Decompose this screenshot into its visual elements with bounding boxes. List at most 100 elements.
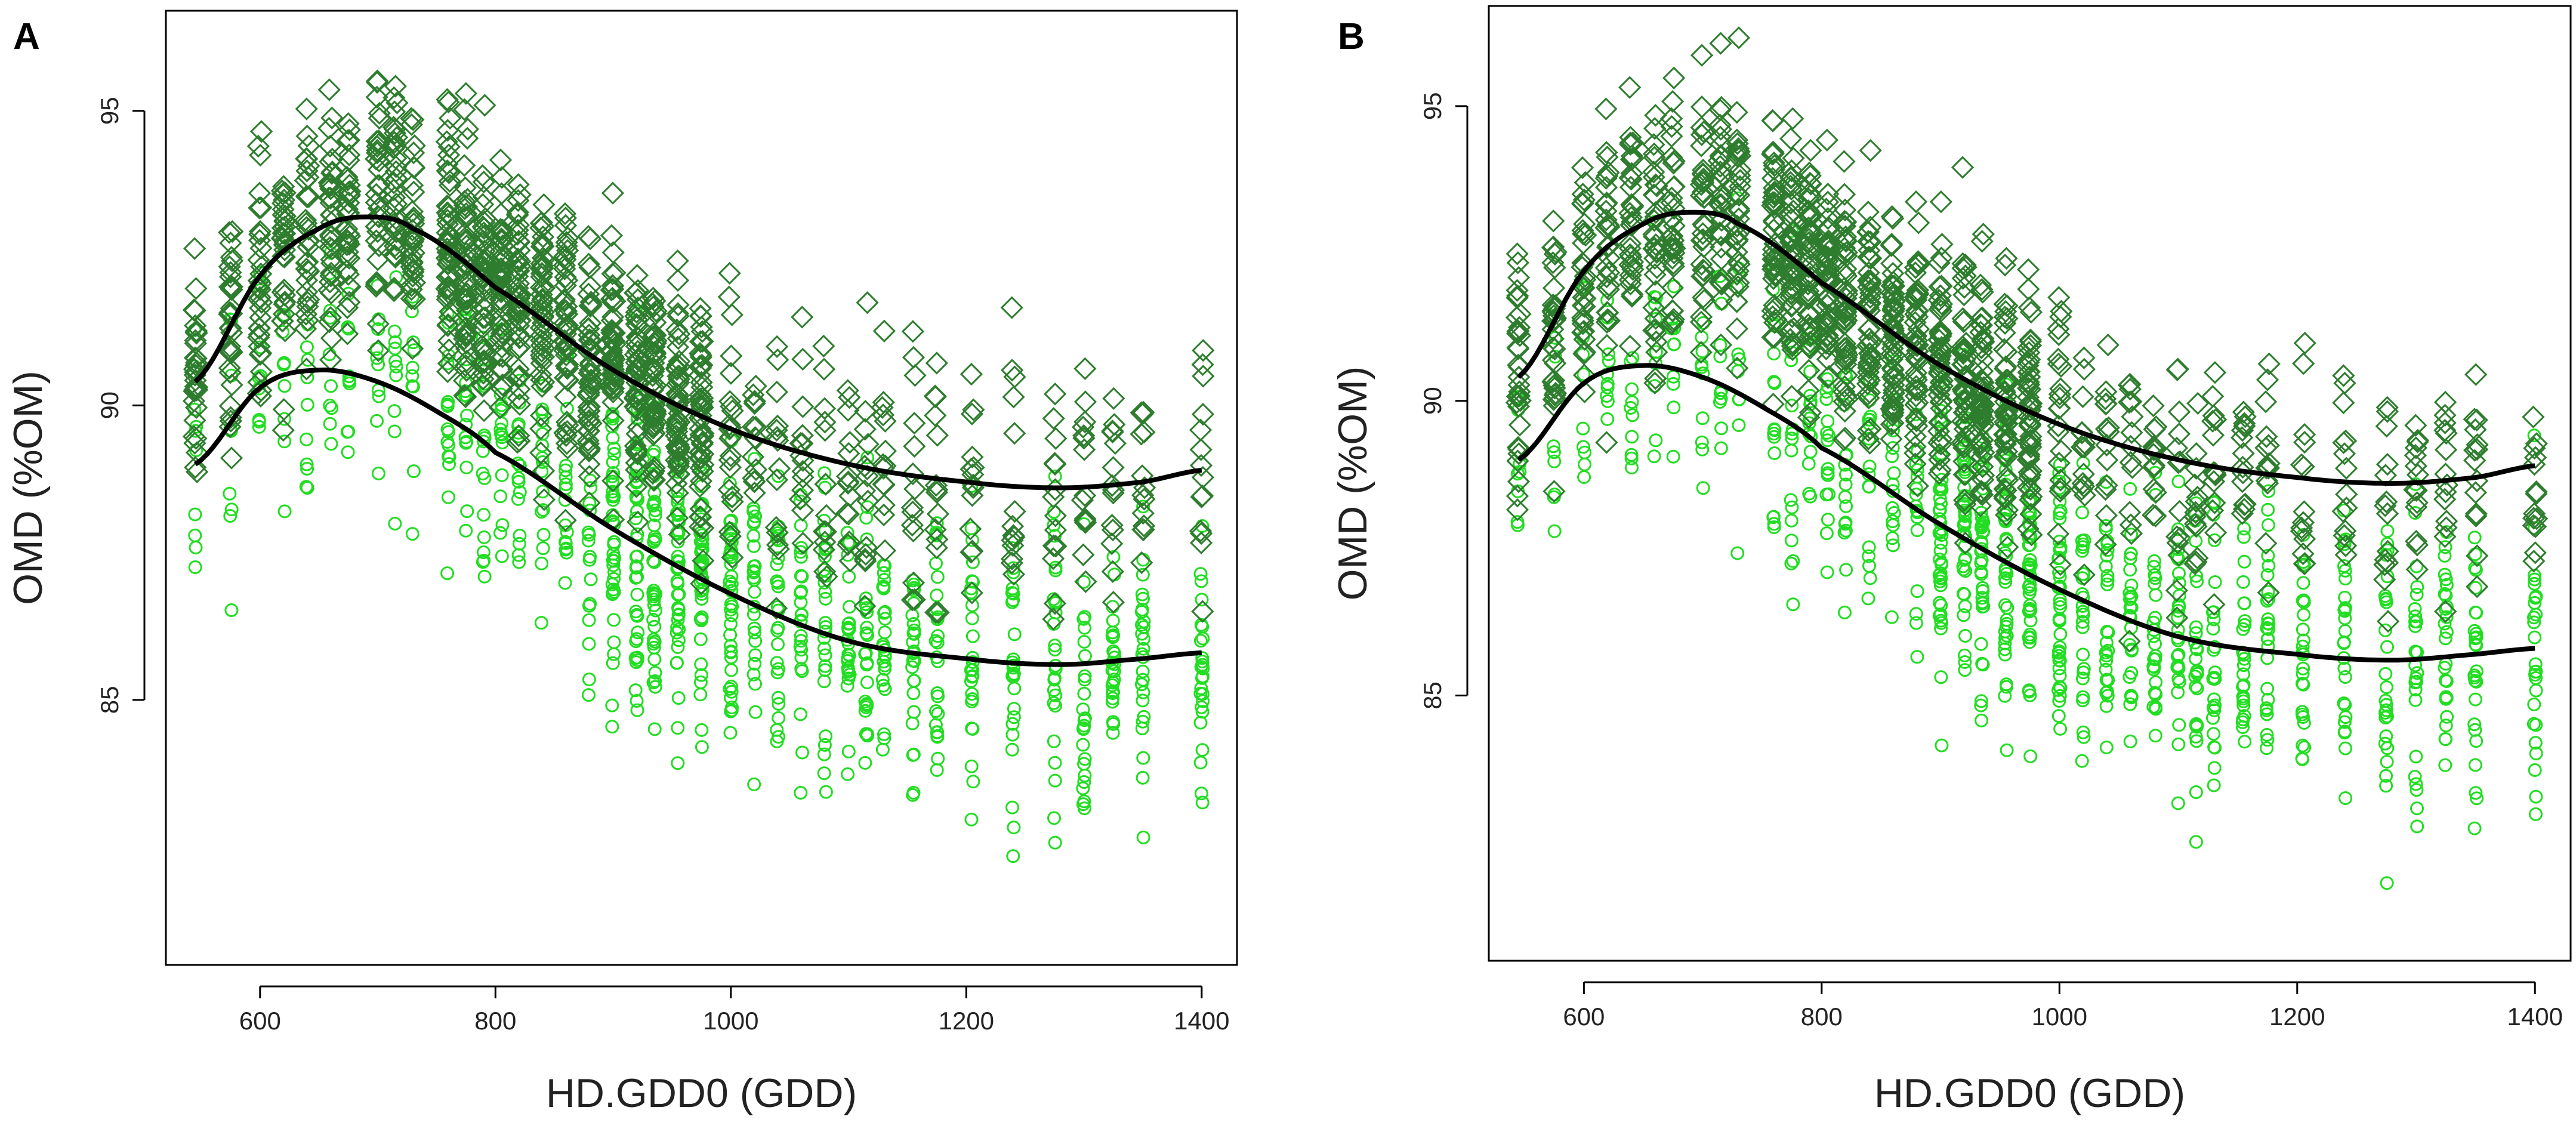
circle-point [1136, 568, 1150, 582]
diamond-point [1834, 426, 1857, 450]
diamond-point [2293, 430, 2316, 454]
circle-point [724, 645, 738, 659]
circle-point [1713, 386, 1727, 400]
diamond-point [853, 418, 877, 441]
circle-point [2438, 540, 2452, 554]
diamond-point [182, 389, 206, 413]
circle-point [2296, 677, 2309, 691]
diamond-point [1074, 570, 1097, 593]
diamond-point [1619, 245, 1643, 269]
diamond-point [401, 230, 425, 253]
circle-point [2528, 736, 2543, 750]
diamond-point [530, 283, 553, 306]
diamond-point [1725, 317, 1749, 340]
circle-point [2099, 636, 2114, 650]
diamond-point [2165, 358, 2189, 381]
diamond-point [1761, 142, 1785, 165]
circle-point [907, 674, 921, 688]
diamond-point [491, 345, 514, 368]
diamond-point [2047, 451, 2071, 475]
diamond-point [385, 192, 408, 216]
circle-point [560, 545, 573, 560]
circle-point [1625, 382, 1639, 396]
diamond-point [1906, 474, 1929, 498]
circle-point [1910, 650, 1924, 664]
diamond-point [1781, 107, 1804, 130]
diamond-point [294, 208, 317, 232]
diamond-point [1905, 409, 1928, 433]
diamond-point [925, 478, 949, 501]
circle-point [748, 625, 762, 640]
circle-point [647, 598, 661, 612]
diamond-point [508, 378, 531, 401]
circle-point [476, 545, 490, 559]
circle-point [606, 493, 621, 507]
diamond-point [667, 368, 690, 391]
circle-point [1649, 312, 1663, 326]
circle-point [1136, 641, 1150, 656]
diamond-point [2463, 439, 2486, 462]
diamond-point [903, 364, 927, 387]
diamond-point [668, 350, 691, 373]
circle-point [2527, 697, 2541, 711]
diamond-point [491, 245, 515, 268]
diamond-point [1905, 282, 1928, 306]
diamond-point [1816, 324, 1839, 347]
circle-point [2053, 494, 2067, 508]
circle-point [1078, 752, 1092, 766]
circle-point [2409, 750, 2423, 764]
diamond-point [454, 176, 477, 199]
diamond-point [437, 338, 461, 362]
diamond-point [902, 346, 925, 369]
diamond-point [490, 357, 514, 381]
circle-point [2438, 732, 2452, 746]
diamond-point [1189, 438, 1213, 461]
diamond-point [1645, 341, 1668, 364]
diamond-point [1833, 399, 1856, 423]
diamond-point [2433, 403, 2457, 427]
diamond-point [2233, 414, 2256, 438]
diamond-point [1880, 274, 1904, 298]
diamond-point [1856, 230, 1880, 253]
diamond-point [1725, 128, 1748, 152]
circle-point [2439, 718, 2453, 733]
diamond-point [383, 235, 407, 258]
y-tick-label: 85 [95, 686, 124, 714]
circle-point [2527, 576, 2541, 591]
circle-point [476, 467, 490, 481]
circle-point [1048, 643, 1062, 657]
circle-point [493, 422, 508, 437]
circle-point [723, 575, 737, 588]
diamond-point [1043, 452, 1067, 476]
circle-point [1862, 459, 1877, 474]
diamond-point [184, 320, 208, 344]
diamond-point [530, 252, 553, 275]
diamond-point [2522, 550, 2546, 573]
circle-point [2337, 715, 2352, 729]
diamond-point [2185, 550, 2208, 573]
diamond-point [2203, 361, 2227, 384]
diamond-point [1709, 333, 1733, 357]
circle-point [2100, 536, 2115, 551]
diamond-point [601, 262, 624, 285]
diamond-point [2522, 405, 2545, 428]
circle-point [2529, 683, 2543, 698]
circle-point [2262, 592, 2276, 606]
circle-point [2296, 667, 2310, 681]
circle-point [1934, 598, 1948, 612]
circle-point [536, 528, 551, 542]
circle-point [371, 357, 385, 372]
circle-point [1975, 567, 1988, 581]
diamond-point [1072, 424, 1096, 448]
circle-point [2378, 623, 2392, 637]
circle-point [2528, 572, 2542, 587]
circle-point [1934, 570, 1948, 585]
circle-point [906, 748, 920, 762]
circle-point [2052, 612, 2066, 627]
diamond-point [248, 317, 271, 340]
diamond-point [2405, 533, 2429, 557]
circle-point [536, 541, 550, 556]
circle-point [693, 675, 708, 689]
circle-point [2053, 511, 2067, 525]
circle-point [2338, 670, 2352, 684]
